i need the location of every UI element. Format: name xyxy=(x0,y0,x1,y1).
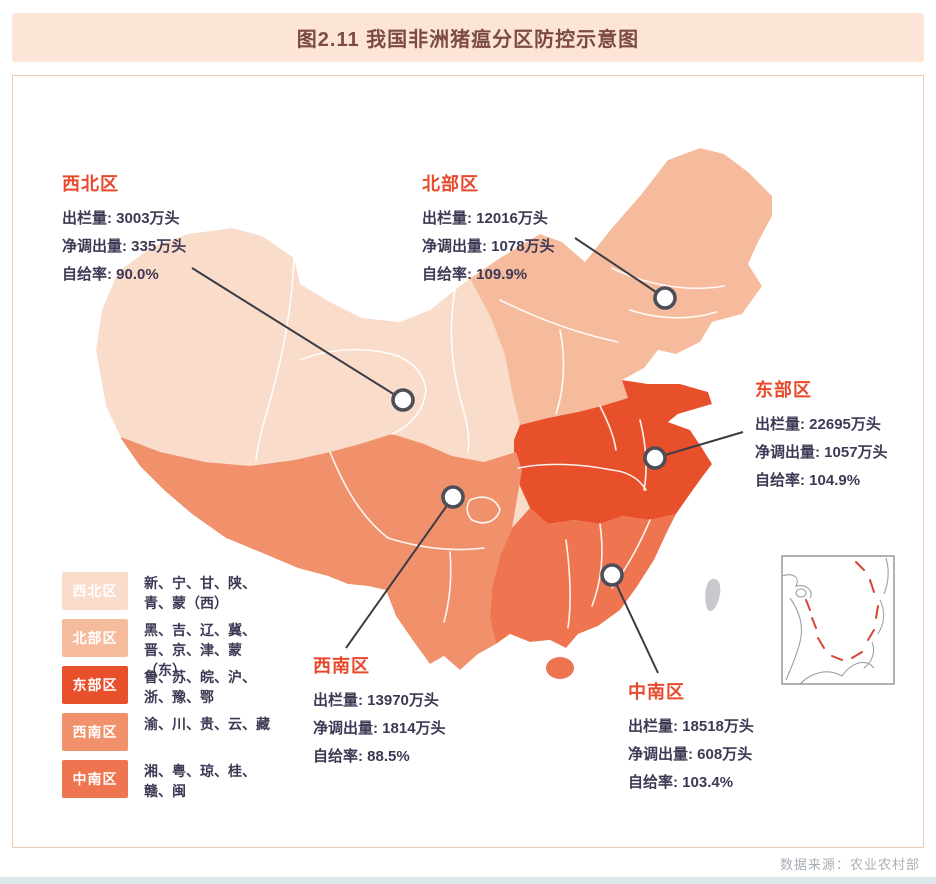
province-border xyxy=(555,329,565,415)
annotation-title: 北部区 xyxy=(422,174,479,194)
data-source-note: 数据来源：农业农村部 xyxy=(779,857,920,872)
stat-line: 出栏量: 13970万头 xyxy=(313,692,439,709)
leader-line-southwest xyxy=(345,496,454,649)
legend-item: 北部区 黑、吉、辽、冀、晋、京、津、蒙（东） xyxy=(62,619,272,678)
map-region-southwest xyxy=(118,434,522,670)
province-border xyxy=(329,451,389,539)
stat-line: 出栏量: 18518万头 xyxy=(628,718,754,735)
annotation-east: 东部区 出栏量: 22695万头 净调出量: 1057万头 自给率: 104.9… xyxy=(755,376,888,495)
annotation-title: 中南区 xyxy=(628,682,685,702)
legend-item: 东部区 鲁、苏、皖、沪、浙、豫、鄂 xyxy=(62,666,272,705)
annotation-north: 北部区 出栏量: 12016万头 净调出量: 1078万头 自给率: 109.9… xyxy=(422,170,555,289)
stat-line: 出栏量: 3003万头 xyxy=(62,210,180,227)
annotation-title: 东部区 xyxy=(755,380,812,400)
marker-central-south xyxy=(600,563,624,587)
annotation-northwest: 西北区 出栏量: 3003万头 净调出量: 335万头 自给率: 90.0% xyxy=(62,170,186,289)
stat-line: 自给率: 109.9% xyxy=(422,266,528,283)
marker-southwest xyxy=(441,485,465,509)
figure-title-bar: 图2.11 我国非洲猪瘟分区防控示意图 xyxy=(12,13,924,62)
marker-east xyxy=(643,446,667,470)
leader-line-northwest xyxy=(191,267,404,401)
legend-provinces: 鲁、苏、皖、沪、浙、豫、鄂 xyxy=(144,669,256,705)
annotation-southwest: 西南区 出栏量: 13970万头 净调出量: 1814万头 自给率: 88.5% xyxy=(313,652,446,771)
province-border xyxy=(499,299,619,343)
province-border xyxy=(599,405,617,451)
province-border xyxy=(565,539,571,629)
leader-line-central-south xyxy=(611,574,659,674)
province-border xyxy=(517,463,647,491)
province-border xyxy=(387,537,485,551)
legend-swatch-southwest: 西南区 xyxy=(62,713,128,751)
province-border xyxy=(450,289,470,453)
legend-swatch-north: 北部区 xyxy=(62,619,128,657)
province-border xyxy=(255,257,295,461)
south-china-sea-inset xyxy=(781,555,895,685)
stat-line: 净调出量: 1078万头 xyxy=(422,238,555,255)
province-border xyxy=(611,267,725,290)
legend-item: 西北区 新、宁、甘、陕、青、蒙（西） xyxy=(62,572,272,611)
stat-line: 自给率: 104.9% xyxy=(755,472,861,489)
legend-swatch-central-south: 中南区 xyxy=(62,760,128,798)
map-region-east xyxy=(514,380,712,524)
province-border xyxy=(629,309,717,319)
stat-line: 净调出量: 608万头 xyxy=(628,746,753,763)
legend-provinces: 湘、粤、琼、桂、赣、闽 xyxy=(144,763,256,799)
hainan-island xyxy=(546,657,574,679)
stat-line: 自给率: 88.5% xyxy=(313,748,410,765)
legend-swatch-northwest: 西北区 xyxy=(62,572,128,610)
annotation-title: 西南区 xyxy=(313,656,370,676)
map-region-north xyxy=(470,148,772,425)
stat-line: 出栏量: 12016万头 xyxy=(422,210,548,227)
stat-line: 自给率: 90.0% xyxy=(62,266,159,283)
marker-north xyxy=(653,286,677,310)
figure-title: 图2.11 我国非洲猪瘟分区防控示意图 xyxy=(296,29,640,51)
legend-item: 中南区 湘、粤、琼、桂、赣、闽 xyxy=(62,760,272,799)
map-region-central-south xyxy=(490,508,676,648)
stat-line: 净调出量: 1814万头 xyxy=(313,720,446,737)
stat-line: 净调出量: 1057万头 xyxy=(755,444,888,461)
map-legend: 西北区 新、宁、甘、陕、青、蒙（西） 北部区 黑、吉、辽、冀、晋、京、津、蒙（东… xyxy=(62,572,272,807)
leader-line-north xyxy=(574,237,666,299)
legend-provinces: 渝、川、贵、云、藏 xyxy=(144,716,270,732)
bottom-strip xyxy=(0,877,936,884)
province-border xyxy=(443,551,452,623)
leader-line-east xyxy=(654,431,744,459)
stat-line: 自给率: 103.4% xyxy=(628,774,734,791)
stat-line: 净调出量: 335万头 xyxy=(62,238,187,255)
stat-line: 出栏量: 22695万头 xyxy=(755,416,881,433)
taiwan-island xyxy=(705,578,721,612)
province-border xyxy=(299,348,427,435)
province-border xyxy=(466,496,501,524)
legend-provinces: 黑、吉、辽、冀、晋、京、津、蒙（东） xyxy=(144,622,256,678)
legend-provinces: 新、宁、甘、陕、青、蒙（西） xyxy=(144,575,256,611)
legend-swatch-east: 东部区 xyxy=(62,666,128,704)
legend-item: 西南区 渝、川、贵、云、藏 xyxy=(62,713,272,751)
annotation-central-south: 中南区 出栏量: 18518万头 净调出量: 608万头 自给率: 103.4% xyxy=(628,678,754,797)
annotation-title: 西北区 xyxy=(62,174,119,194)
marker-northwest xyxy=(391,388,415,412)
province-border xyxy=(591,523,603,607)
